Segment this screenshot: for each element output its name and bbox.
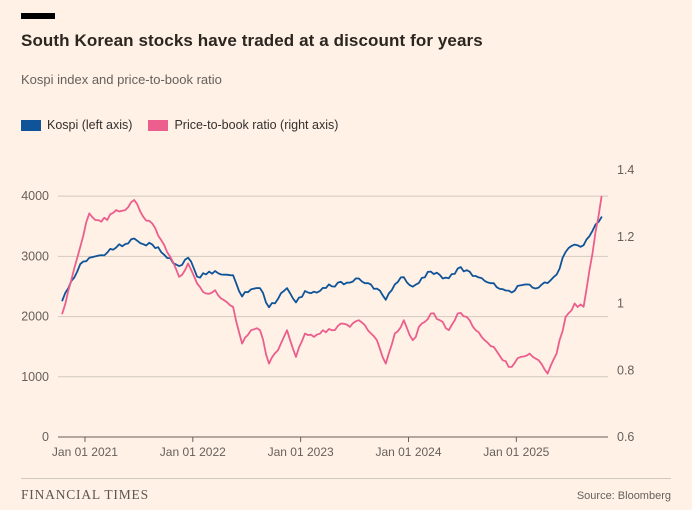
kospi-line: [61, 216, 603, 309]
legend-item-price-to-book: Price-to-book ratio (right axis): [148, 118, 338, 132]
x-tick-label: Jan 01 2025: [483, 445, 549, 459]
legend-item-kospi: Kospi (left axis): [21, 118, 132, 132]
right-axis-label: 1: [617, 297, 624, 311]
right-axis-label: 0.6: [617, 430, 634, 444]
right-axis-label: 0.8: [617, 363, 634, 377]
legend-swatch-kospi: [21, 119, 41, 131]
x-tick-label: Jan 01 2021: [52, 445, 118, 459]
x-tick-label: Jan 01 2023: [268, 445, 334, 459]
legend: Kospi (left axis) Price-to-book ratio (r…: [21, 118, 338, 132]
legend-label-price-to-book: Price-to-book ratio (right axis): [174, 118, 339, 132]
left-axis-label: 0: [42, 430, 49, 444]
x-tick-label: Jan 01 2024: [375, 445, 441, 459]
x-tick-label: Jan 01 2022: [160, 445, 226, 459]
chart-title: South Korean stocks have traded at a dis…: [21, 31, 483, 50]
footer-divider: [21, 478, 671, 479]
left-axis-label: 3000: [21, 249, 49, 263]
legend-label-kospi: Kospi (left axis): [47, 118, 133, 132]
chart-subtitle: Kospi index and price-to-book ratio: [21, 72, 222, 87]
left-axis-label: 4000: [21, 189, 49, 203]
source-label: Source: Bloomberg: [576, 490, 671, 502]
accent-bar: [21, 13, 55, 19]
right-axis-label: 1.4: [617, 163, 634, 177]
left-axis-label: 2000: [21, 310, 49, 324]
left-axis-label: 1000: [21, 370, 49, 384]
right-axis-label: 1.2: [617, 230, 634, 244]
price-to-book-line: [61, 195, 603, 375]
legend-swatch-price-to-book: [148, 119, 169, 131]
ft-logo-text: FINANCIAL TIMES: [21, 487, 149, 502]
